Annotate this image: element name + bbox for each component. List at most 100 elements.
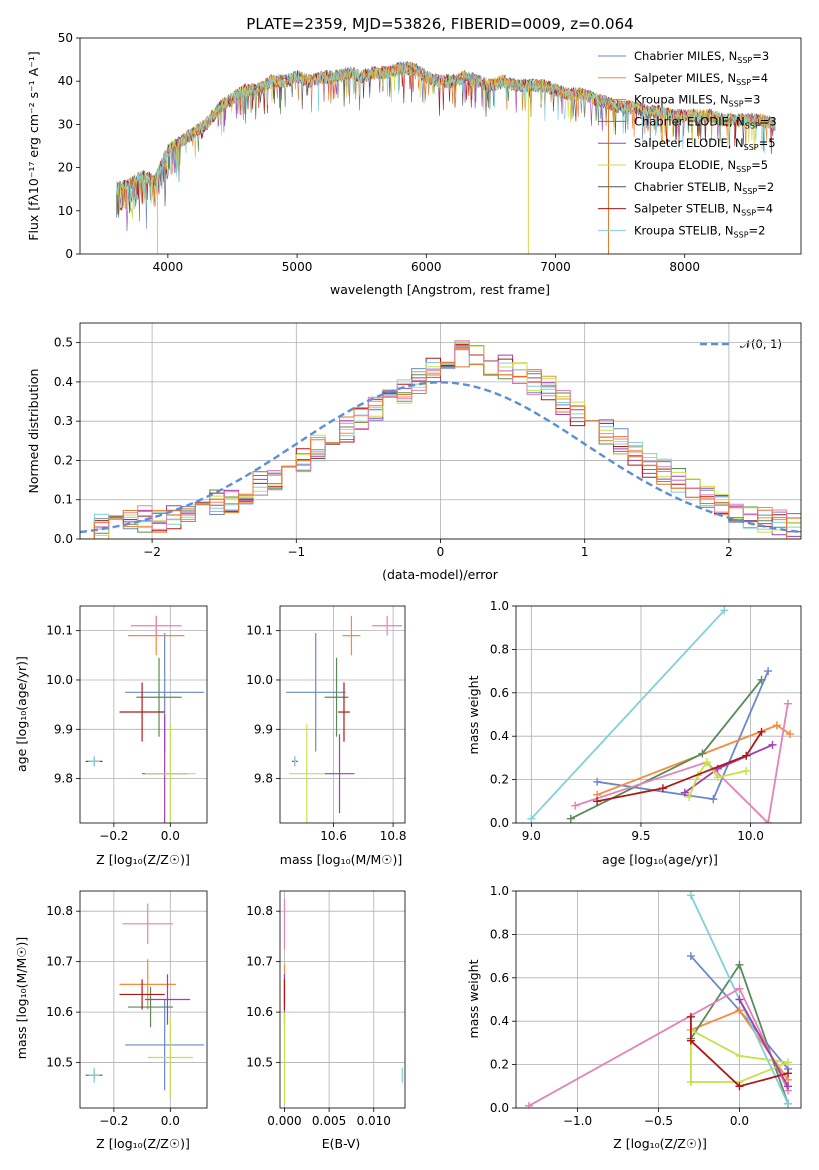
mass-vs-Z-ytick-label: 10.6 <box>46 1005 73 1019</box>
weight-vs-age-point-marker <box>702 758 711 767</box>
spectrum-xtick-label: 5000 <box>282 260 313 274</box>
age-vs-mass-ytick-label: 9.9 <box>254 722 273 736</box>
spectrum-legend-label: Kroupa STELIB, NSSP=2 <box>634 223 765 239</box>
spectrum-plot-area <box>115 60 776 254</box>
age-vs-mass-frame <box>279 605 406 824</box>
weight-vs-Z-frame <box>515 890 802 1109</box>
weight-vs-Z-point-marker <box>686 1036 695 1045</box>
mass-vs-Z-xtick-label: −0.2 <box>99 1114 128 1128</box>
spectrum-legend-label: Salpeter MILES, NSSP=4 <box>634 71 768 87</box>
weight-vs-age-series-line <box>574 703 789 823</box>
weight-vs-Z-ylabel: mass weight <box>466 959 481 1038</box>
weight-vs-age-series-line <box>684 744 773 794</box>
residuals-ytick-label: 0.1 <box>54 493 73 507</box>
weight-vs-age-series-line <box>530 609 725 820</box>
age-vs-mass-ytick-label: 10.0 <box>246 673 273 687</box>
weight-vs-Z-point-marker <box>735 984 744 993</box>
mass-vs-Z-xlabel: Z [log₁₀(Z/Z☉)] <box>96 1136 190 1151</box>
weight-vs-Z-xlabel: Z [log₁₀(Z/Z☉)] <box>613 1136 707 1151</box>
weight-vs-age-point-marker <box>709 795 718 804</box>
spectrum-legend-label: Chabrier ELODIE, NSSP=3 <box>634 114 777 130</box>
spectrum-series-line <box>115 62 776 210</box>
mass-vs-EBV-ytick-label: 10.5 <box>246 1056 273 1070</box>
residuals-legend-label: 𝒩(0, 1) <box>740 337 782 351</box>
mass-vs-Z-ytick-label: 10.8 <box>46 904 73 918</box>
weight-vs-Z-point-marker <box>686 1077 695 1086</box>
weight-vs-Z-ytick-label: 0.4 <box>490 1014 509 1028</box>
weight-vs-Z-point-marker <box>784 1082 793 1091</box>
mass-vs-EBV-xtick-label: 0.010 <box>357 1114 391 1128</box>
age-vs-mass-xtick-label: 10.8 <box>380 829 407 843</box>
weight-vs-Z-ytick-label: 0.8 <box>490 927 509 941</box>
residuals-histogram-step <box>80 361 801 539</box>
weight-vs-Z-point-marker <box>686 1012 695 1021</box>
spectrum-xtick-label: 4000 <box>153 260 184 274</box>
age-vs-mass-ytick-label: 10.1 <box>246 624 273 638</box>
residuals-ytick-label: 0.3 <box>54 414 73 428</box>
mass-vs-EBV-ytick-label: 10.7 <box>246 955 273 969</box>
weight-vs-age-ytick-label: 1.0 <box>490 599 509 613</box>
age-vs-Z-xlabel: Z [log₁₀(Z/Z☉)] <box>96 852 190 867</box>
weight-vs-age-point-marker <box>566 814 575 823</box>
weight-vs-age-point-marker <box>680 788 689 797</box>
spectrum-legend-label: Salpeter ELODIE, NSSP=5 <box>634 136 776 152</box>
weight-vs-age-point-marker <box>764 819 773 823</box>
weight-vs-Z-point-marker <box>735 995 744 1004</box>
weight-vs-age-point-marker <box>786 730 795 739</box>
weight-vs-age-ytick-label: 0.6 <box>490 686 509 700</box>
weight-vs-age-point-marker <box>527 814 536 823</box>
age-vs-Z-xtick-label: −0.2 <box>99 829 128 843</box>
spectrum-xtick-label: 7000 <box>540 260 571 274</box>
age-vs-Z-frame <box>79 605 208 824</box>
age-vs-mass-plot-area <box>285 615 403 823</box>
spectrum-ytick-label: 40 <box>58 74 73 88</box>
residuals-xtick-label: 2 <box>725 545 733 559</box>
weight-vs-Z-xtick-label: −0.5 <box>644 1114 673 1128</box>
weight-vs-age-ytick-label: 0.2 <box>490 773 509 787</box>
age-vs-Z-xtick-label: 0.0 <box>161 829 180 843</box>
weight-vs-age-xtick-label: 10.0 <box>737 829 764 843</box>
spectrum-title: PLATE=2359, MJD=53826, FIBERID=0009, z=0… <box>246 15 633 33</box>
weight-vs-age-series-line <box>596 731 763 803</box>
weight-vs-age-point-marker <box>713 773 722 782</box>
residuals-ytick-label: 0.4 <box>54 375 73 389</box>
weight-vs-Z-ytick-label: 0.0 <box>490 1101 509 1115</box>
weight-vs-age-point-marker <box>783 699 792 708</box>
weight-vs-Z-point-marker <box>735 1051 744 1060</box>
spectrum-legend-label: Salpeter STELIB, NSSP=4 <box>634 202 773 218</box>
weight-vs-age-ytick-label: 0.0 <box>490 816 509 830</box>
weight-vs-age-xtick-label: 9.0 <box>522 829 541 843</box>
spectrum-legend-label: Kroupa MILES, NSSP=3 <box>634 93 760 109</box>
weight-vs-Z-point-marker <box>735 1006 744 1015</box>
weight-vs-age-point-marker <box>757 727 766 736</box>
mass-vs-Z-ylabel: mass [log₁₀(M/M☉)] <box>14 937 29 1059</box>
mass-vs-Z-xtick-label: 0.0 <box>161 1114 180 1128</box>
weight-vs-Z-point-marker <box>784 1058 793 1067</box>
weight-vs-Z-xtick-label: −1.0 <box>563 1114 592 1128</box>
residuals-xtick-label: −1 <box>287 545 305 559</box>
age-vs-mass-ytick-label: 9.8 <box>254 772 273 786</box>
age-vs-Z-ytick-label: 9.9 <box>54 722 73 736</box>
weight-vs-age-point-marker <box>658 784 667 793</box>
mass-vs-EBV-plot-area <box>283 898 403 1103</box>
weight-vs-Z-series-line <box>738 999 789 1087</box>
weight-vs-age-ytick-label: 0.4 <box>490 729 509 743</box>
residuals-gaussian-curve <box>80 381 801 534</box>
weight-vs-Z-point-marker <box>735 1082 744 1091</box>
spectrum-series-line <box>115 61 776 220</box>
mass-vs-EBV-ytick-label: 10.6 <box>246 1005 273 1019</box>
weight-vs-age-point-marker <box>764 667 773 676</box>
spectrum-legend-label: Chabrier STELIB, NSSP=2 <box>634 180 774 196</box>
weight-vs-Z-ytick-label: 0.6 <box>490 971 509 985</box>
weight-vs-age-point-marker <box>720 606 729 615</box>
residuals-plot-area <box>80 340 801 539</box>
weight-vs-age-point-marker <box>757 675 766 684</box>
residuals-xlabel: (data-model)/error <box>382 567 499 582</box>
weight-vs-age-xlabel: age [log₁₀(age/yr)] <box>602 852 718 867</box>
spectrum-ytick-label: 10 <box>58 204 73 218</box>
weight-vs-Z-point-marker <box>686 952 695 961</box>
mass-vs-Z-ytick-label: 10.5 <box>46 1056 73 1070</box>
mass-vs-Z-frame <box>79 890 208 1109</box>
mass-vs-EBV-ytick-label: 10.8 <box>246 904 273 918</box>
